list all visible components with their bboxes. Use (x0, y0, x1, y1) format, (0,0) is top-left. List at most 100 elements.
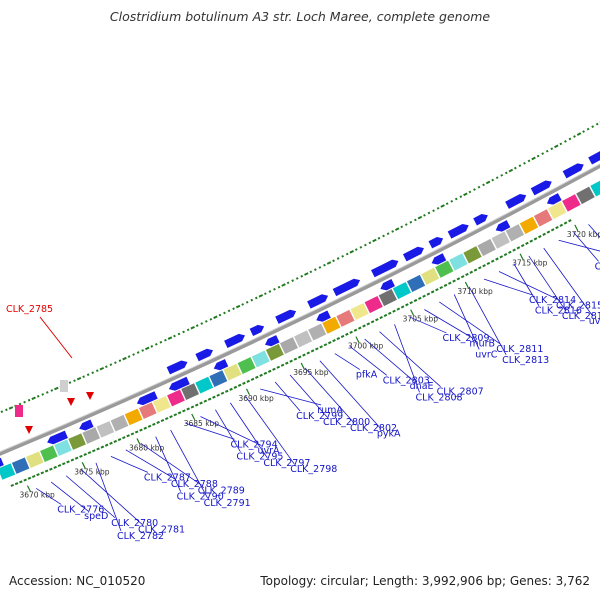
gc-tick-outer (27, 398, 31, 402)
gc-tick-inner (267, 369, 272, 373)
gc-tick-outer (186, 328, 190, 332)
gc-tick-inner (134, 430, 139, 434)
gc-skew-inner-track (10, 219, 572, 487)
gc-tick-outer (5, 408, 8, 412)
gc-tick-inner (126, 434, 130, 438)
cog-block (96, 421, 115, 438)
gene-label: CLK_2799 (296, 411, 343, 422)
gene-arrow-forward (428, 237, 444, 249)
gc-tick-inner (465, 272, 469, 277)
gc-tick-outer (218, 313, 222, 317)
gc-tick-outer (368, 241, 372, 245)
gc-tick-outer (127, 355, 131, 358)
map-title: Clostridium botulinum A3 str. Loch Maree… (109, 9, 491, 24)
cog-block (562, 194, 581, 212)
gc-tick-outer (454, 197, 458, 201)
gc-tick-outer (354, 248, 358, 251)
gc-tick-outer (300, 274, 304, 278)
gene-arrow-forward (447, 223, 469, 239)
gc-tick-inner (452, 279, 456, 283)
gc-tick-inner (199, 401, 203, 405)
gc-tick-inner (559, 223, 564, 227)
gc-tick-outer (576, 132, 582, 136)
gc-tick-inner (100, 445, 105, 449)
gc-tick-outer (304, 272, 309, 276)
gc-tick-outer (332, 259, 335, 263)
gc-tick-inner (405, 303, 409, 307)
gc-tick-outer (150, 345, 154, 348)
gc-tick-inner (289, 359, 293, 363)
gc-tick-outer (586, 127, 590, 131)
scale-tick-mark (355, 336, 360, 343)
gc-tick-inner (319, 345, 323, 349)
scale-tick-label: 3675 kbp (74, 467, 110, 476)
gene-arrow-forward (166, 360, 188, 375)
gene-label: CLK_2800 (323, 417, 370, 428)
scale-tick-label: 3710 kbp (457, 287, 493, 296)
gene-arrow-forward (402, 246, 424, 262)
gc-tick-inner (250, 377, 255, 381)
gc-tick-inner (392, 309, 396, 313)
gene-leader-line (334, 353, 361, 370)
grey-gene-marker (60, 380, 68, 392)
gene-leader-line (573, 232, 599, 262)
cog-block (463, 246, 482, 264)
gc-tick-outer (264, 292, 267, 296)
gc-tick-inner (538, 235, 542, 239)
gene-label: speD (84, 511, 108, 522)
gene-leader-line (304, 367, 355, 424)
gene-label: CLK_2776 (57, 504, 104, 515)
gene-label: rumA (317, 405, 343, 416)
gc-tick-inner (529, 239, 534, 243)
gc-tick-inner (422, 294, 426, 298)
gc-tick-inner (96, 447, 100, 451)
gene-leader-line (528, 255, 567, 312)
cog-block (110, 414, 129, 432)
cog-block (533, 209, 553, 227)
reverse-strand-genes (0, 193, 562, 472)
gc-tick-inner (495, 257, 499, 261)
gc-tick-inner (533, 237, 538, 241)
gene-label: uvrC (475, 349, 498, 360)
cog-block (505, 224, 525, 242)
gc-tick-inner (448, 281, 452, 285)
gc-tick-inner (160, 419, 165, 423)
cog-block (421, 267, 440, 285)
gene-label: CLK_2791 (204, 498, 251, 509)
gc-tick-inner (516, 246, 521, 250)
gene-arrow-reverse (79, 419, 94, 431)
gc-tick-inner (242, 381, 246, 385)
gc-tick-outer (459, 195, 463, 198)
gc-tick-outer (482, 183, 485, 187)
gc-tick-inner (285, 361, 289, 365)
gene-arrow-forward (530, 180, 552, 196)
gc-tick-outer (495, 176, 499, 180)
cog-block (491, 231, 510, 249)
gc-tick-inner (79, 454, 83, 458)
cog-block (378, 288, 397, 307)
gc-tick-inner (482, 264, 486, 268)
gc-tick-outer (245, 300, 249, 304)
gene-arrow-forward (307, 294, 329, 309)
gc-tick-inner (439, 285, 444, 290)
gc-tick-outer (336, 257, 340, 260)
gc-tick-inner (156, 420, 160, 424)
gc-tick-inner (353, 328, 358, 332)
cog-block (364, 295, 383, 314)
scale-tick-mark (410, 309, 415, 316)
gene-arrow-forward (275, 309, 297, 324)
gc-tick-outer (141, 349, 145, 352)
gc-tick-inner (49, 467, 53, 471)
gc-tick-inner (503, 252, 508, 257)
gene-leader-line (260, 388, 322, 406)
gc-tick-inner (259, 373, 263, 377)
gc-tick-inner (276, 365, 281, 369)
gc-tick-inner (147, 424, 152, 428)
genome-backbone (0, 163, 600, 456)
gc-tick-inner (327, 341, 332, 345)
gene-leader-line (468, 286, 507, 356)
gc-tick-inner (486, 261, 491, 266)
gc-tick-inner (31, 474, 36, 478)
scale-tick-mark (26, 485, 32, 492)
